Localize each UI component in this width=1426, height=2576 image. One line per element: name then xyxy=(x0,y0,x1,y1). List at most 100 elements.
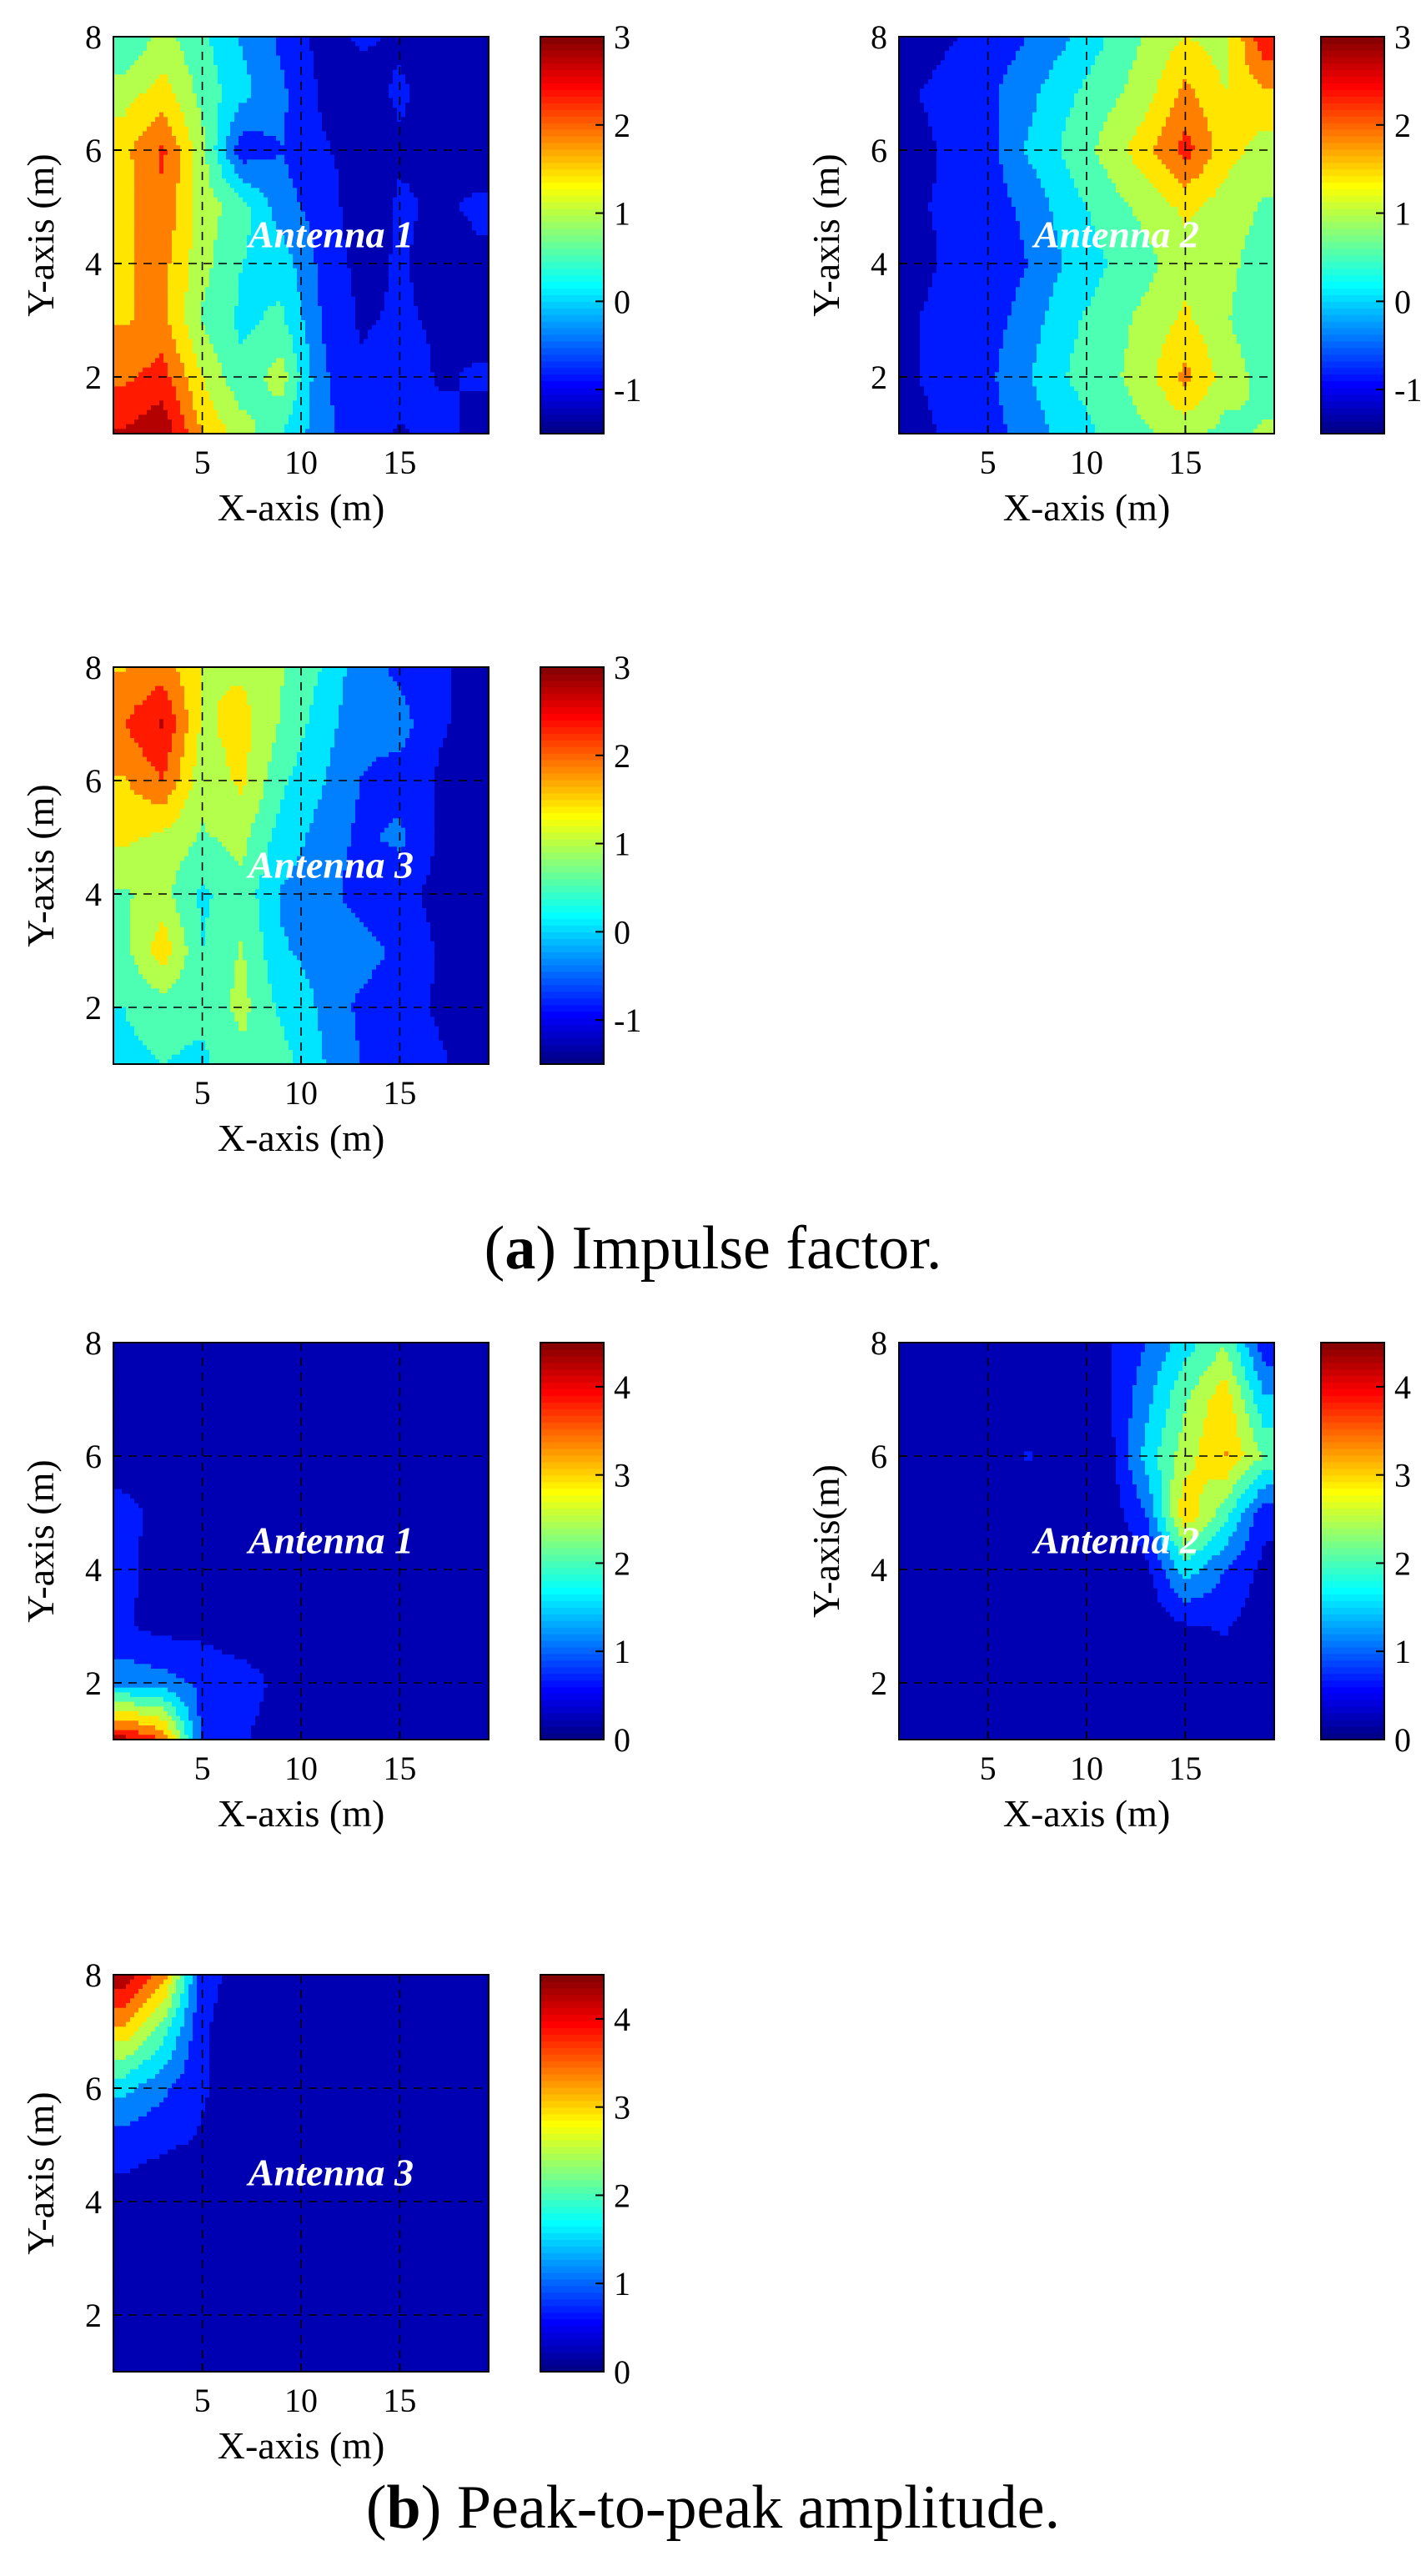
contour-cell xyxy=(155,79,160,85)
contour-cell xyxy=(280,168,285,174)
contour-cell xyxy=(284,131,289,137)
contour-cell xyxy=(134,117,139,123)
contour-cell xyxy=(276,188,281,193)
contour-cell xyxy=(376,117,381,123)
contour-cell xyxy=(205,88,210,94)
contour-cell xyxy=(485,216,489,222)
contour-cell xyxy=(430,126,435,132)
contour-cell xyxy=(376,154,381,160)
contour-cell xyxy=(451,117,456,123)
contour-cell xyxy=(330,74,335,80)
contour-cell xyxy=(264,98,269,103)
contour-cell xyxy=(259,292,264,298)
contour-cell xyxy=(268,173,273,179)
contour-cell xyxy=(434,183,439,188)
contour-cell xyxy=(130,235,135,241)
contour-cell xyxy=(389,178,394,184)
contour-cell xyxy=(280,74,285,80)
contour-cell xyxy=(234,117,239,123)
contour-cell xyxy=(268,287,273,293)
contour-cell xyxy=(430,74,435,80)
contour-cell xyxy=(455,287,460,293)
contour-cell xyxy=(201,244,206,250)
contour-cell xyxy=(409,79,414,85)
contour-cell xyxy=(284,173,289,179)
contour-cell xyxy=(163,65,168,71)
contour-cell xyxy=(314,150,319,156)
contour-cell xyxy=(455,292,460,298)
contour-cell xyxy=(459,193,464,198)
contour-cell xyxy=(368,178,373,184)
contour-cell xyxy=(380,112,385,118)
contour-cell xyxy=(397,225,402,231)
contour-cell xyxy=(439,164,444,170)
contour-cell xyxy=(230,168,235,174)
contour-cell xyxy=(389,117,394,123)
contour-cell xyxy=(414,230,419,236)
contour-cell xyxy=(430,188,435,193)
contour-cell xyxy=(326,235,331,241)
contour-cell xyxy=(447,173,452,179)
contour-cell xyxy=(334,98,339,103)
contour-cell xyxy=(459,254,464,259)
contour-cell xyxy=(355,202,360,208)
contour-cell xyxy=(389,108,394,113)
contour-cell xyxy=(455,216,460,222)
contour-cell xyxy=(113,211,118,217)
contour-cell xyxy=(422,207,427,213)
contour-cell xyxy=(297,202,302,208)
contour-cell xyxy=(143,197,148,203)
contour-cell xyxy=(222,173,227,179)
contour-cell xyxy=(447,230,452,236)
contour-cell xyxy=(343,244,348,250)
contour-cell xyxy=(247,112,252,118)
contour-cell xyxy=(468,88,473,94)
contour-cell xyxy=(397,88,402,94)
contour-cell xyxy=(305,173,310,179)
contour-cell xyxy=(297,211,302,217)
contour-cell xyxy=(209,55,214,61)
contour-cell xyxy=(376,178,381,184)
contour-cell xyxy=(205,159,210,165)
contour-cell xyxy=(284,287,289,293)
contour-cell xyxy=(443,197,448,203)
contour-cell xyxy=(451,235,456,241)
contour-cell xyxy=(113,41,118,47)
contour-cell xyxy=(401,249,406,255)
contour-cell xyxy=(472,74,477,80)
contour-cell xyxy=(143,164,148,170)
contour-cell xyxy=(459,287,464,293)
contour-cell xyxy=(172,41,177,47)
contour-cell xyxy=(122,65,127,71)
contour-cell xyxy=(314,154,319,160)
contour-cell xyxy=(485,136,489,142)
contour-cell xyxy=(426,60,431,66)
contour-cell xyxy=(380,131,385,137)
contour-cell xyxy=(351,37,356,43)
contour-cell xyxy=(147,37,152,43)
contour-cell xyxy=(222,126,227,132)
contour-cell xyxy=(459,145,464,151)
contour-cell xyxy=(464,150,469,156)
contour-cell xyxy=(155,239,160,245)
contour-cell xyxy=(468,46,473,52)
contour-cell xyxy=(209,202,214,208)
contour-cell xyxy=(259,122,264,128)
contour-cell xyxy=(314,112,319,118)
contour-cell xyxy=(422,88,427,94)
contour-cell xyxy=(280,112,285,118)
contour-cell xyxy=(418,145,423,151)
contour-cell xyxy=(389,65,394,71)
contour-cell xyxy=(426,216,431,222)
contour-cell xyxy=(289,93,294,99)
contour-cell xyxy=(218,55,223,61)
contour-cell xyxy=(255,193,260,198)
contour-cell xyxy=(176,55,181,61)
contour-cell xyxy=(151,225,156,231)
contour-cell xyxy=(439,145,444,151)
contour-cell xyxy=(468,159,473,165)
contour-cell xyxy=(343,145,348,151)
contour-cell xyxy=(180,164,185,170)
contour-cell xyxy=(172,249,177,255)
contour-cell xyxy=(439,221,444,227)
